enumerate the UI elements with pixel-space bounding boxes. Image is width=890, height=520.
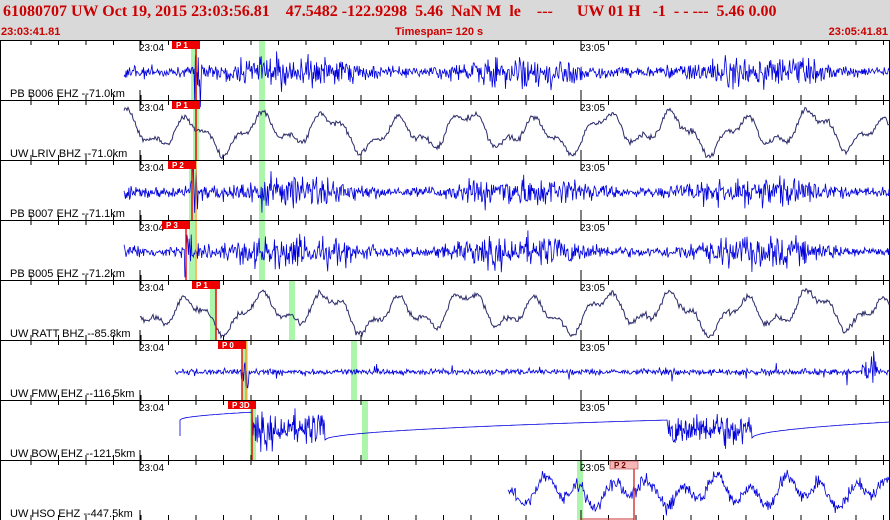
trace-row-border [0, 460, 890, 520]
minute-tick-label: 23:04 [139, 43, 164, 54]
waveform [123, 230, 890, 278]
window-start-time: 23:03:41.81 [1, 26, 61, 38]
minute-tick-label: 23:05 [580, 283, 605, 294]
waveform [179, 408, 890, 452]
minute-tick-label: 23:04 [139, 463, 164, 474]
minute-tick-label: 23:04 [139, 403, 164, 414]
trace-row-border [0, 280, 890, 341]
pick-label: P 2 [172, 161, 184, 170]
pick-label: P 3 [166, 221, 178, 230]
pick-label: P 1 [196, 281, 208, 290]
pick-label: P 1 [176, 41, 188, 50]
minute-tick-label: 23:04 [139, 223, 164, 234]
channel-label: UW FMW EHZ --116.5km [10, 388, 134, 400]
minute-tick-label: 23:04 [139, 343, 164, 354]
pick-label: P 2 [614, 461, 626, 470]
pick-label: P 0 [222, 341, 234, 350]
channel-label: UW BOW EHZ --121.5km [10, 448, 135, 460]
minute-tick-label: 23:05 [580, 163, 605, 174]
event-header: 61080707 UW Oct 19, 2015 23:03:56.81 47.… [0, 0, 890, 40]
pick-label: P 3D [232, 401, 250, 410]
timespan-label: Timespan= 120 s [395, 26, 484, 38]
pick-flag [218, 341, 246, 349]
waveform [123, 51, 890, 108]
trace-row-border [0, 100, 890, 161]
waveform [123, 106, 890, 160]
minute-tick-label: 23:05 [580, 223, 605, 234]
waveform [174, 351, 890, 389]
channel-label: PB B005 EHZ --71.2km [10, 268, 125, 280]
pick-label: P 1 [176, 101, 188, 110]
channel-label: UW RATT BHZ --85.8km [10, 328, 131, 340]
waveform [123, 163, 890, 213]
pick-flag [172, 101, 200, 109]
theoretical-arrival-marker [362, 401, 368, 460]
trace-row: 23:04 23:05 P 1 UW RATT BHZ --85.8km [0, 280, 890, 341]
pick-flag [192, 281, 220, 289]
theoretical-arrival-marker [577, 461, 583, 520]
trace-row: 23:04 23:05 P 3D UW BOW EHZ --121.5km [0, 400, 890, 461]
theoretical-arrival-marker [259, 101, 265, 160]
pick-flag [172, 41, 200, 49]
minute-tick-label: 23:05 [580, 403, 605, 414]
theoretical-arrival-marker [259, 221, 265, 280]
window-end-time: 23:05:41.81 [828, 26, 888, 38]
trace-row: 23:04 23:05 P 2 PB B007 EHZ --71.1km [0, 160, 890, 221]
minute-tick-label: 23:05 [580, 463, 605, 474]
trace-row: 23:04 23:05 P 1 UW LRIV BHZ --71.0km [0, 100, 890, 161]
pick-flag [609, 460, 639, 470]
minute-tick-label: 23:04 [139, 103, 164, 114]
waveform [139, 287, 890, 340]
channel-label: UW HSO EHZ --447.5km [10, 508, 133, 520]
minute-tick-label: 23:04 [139, 163, 164, 174]
pick-flag [168, 161, 196, 169]
channel-label: PB B006 EHZ --71.0km [10, 88, 125, 100]
theoretical-arrival-marker [210, 281, 216, 340]
trace-row: 23:04 23:05 P 1 PB B006 EHZ --71.0km [0, 40, 890, 108]
theoretical-arrival-marker [259, 161, 265, 220]
minute-tick-label: 23:05 [580, 103, 605, 114]
pick-flag [228, 401, 256, 409]
event-summary-line: 61080707 UW Oct 19, 2015 23:03:56.81 47.… [3, 3, 777, 20]
trace-row: 23:04 23:05 P 0 UW FMW EHZ --116.5km [0, 340, 890, 401]
channel-label: UW LRIV BHZ --71.0km [10, 148, 127, 160]
pick-flag [162, 221, 190, 229]
waveform [507, 469, 890, 516]
minute-tick-label: 23:05 [580, 343, 605, 354]
trace-row: 23:04 23:05 P 2 UW HSO EHZ --447.5km [0, 460, 890, 520]
minute-tick-label: 23:04 [139, 283, 164, 294]
minute-tick-label: 23:05 [580, 43, 605, 54]
channel-label: PB B007 EHZ --71.1km [10, 208, 125, 220]
theoretical-arrival-marker [289, 281, 295, 340]
trace-row: 23:04 23:05 P 3 PB B005 EHZ --71.2km [0, 220, 890, 281]
